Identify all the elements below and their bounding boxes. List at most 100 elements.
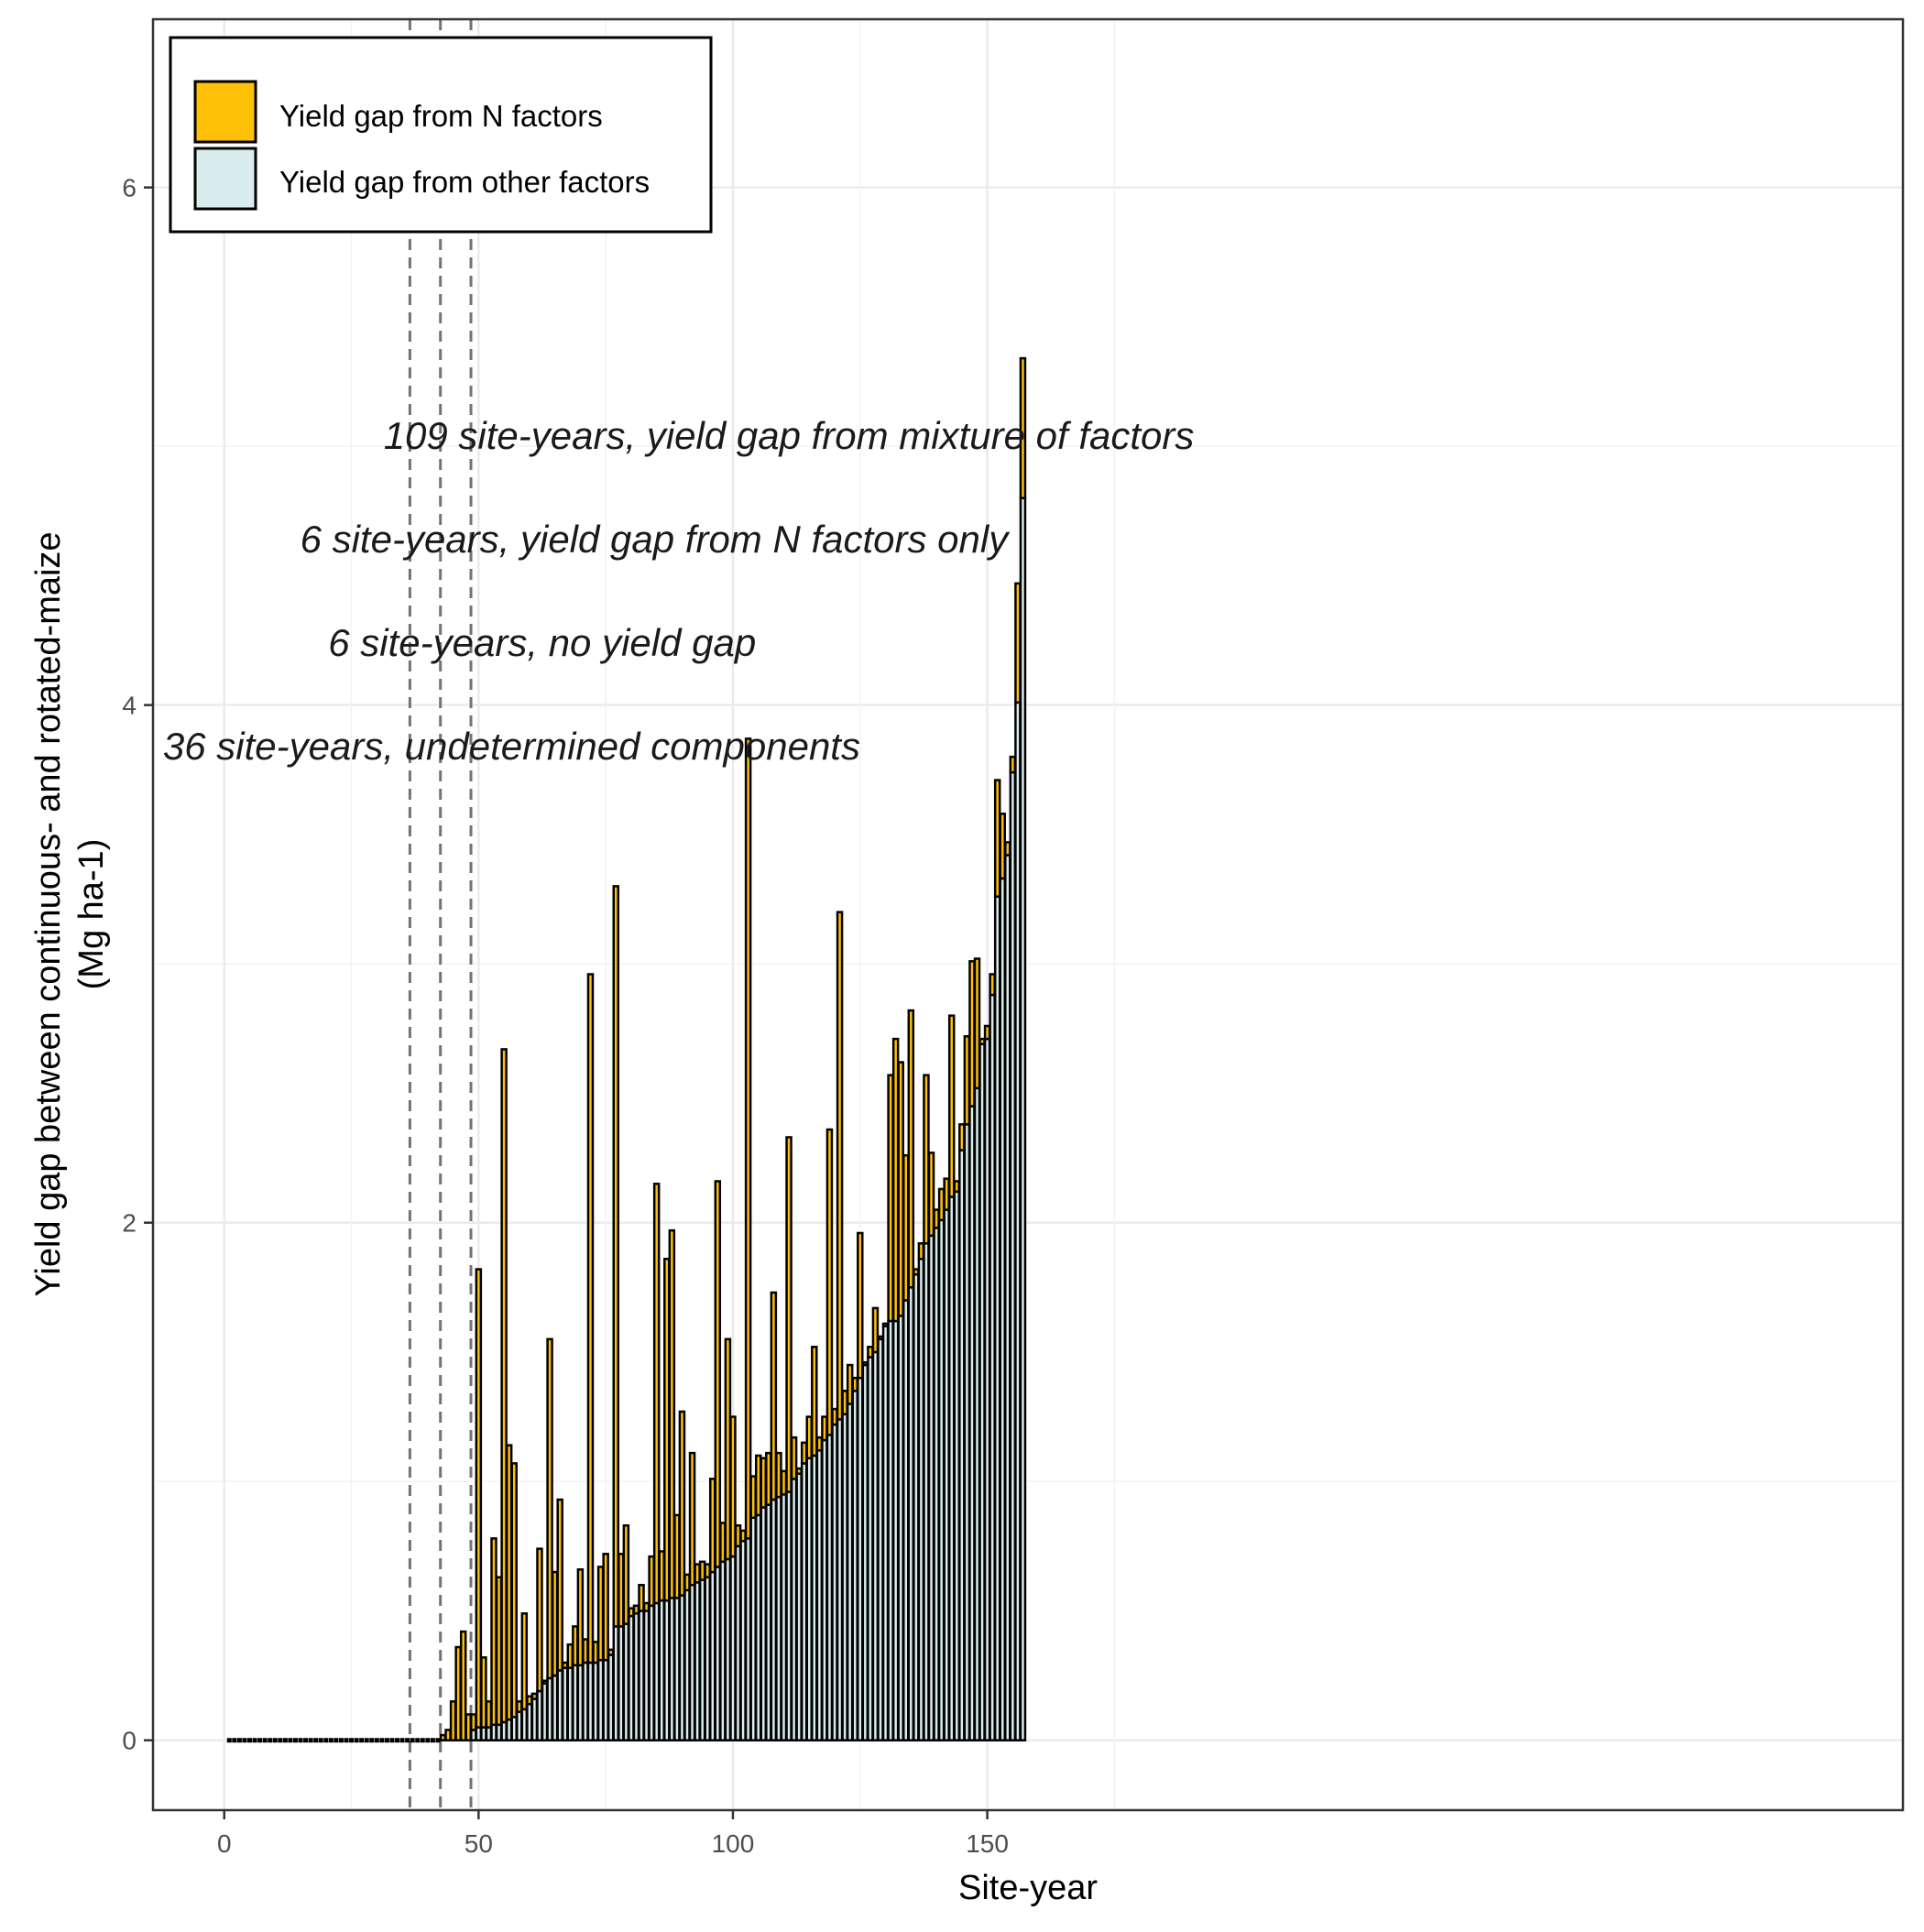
bar-n-factors xyxy=(902,1153,910,1302)
bar-n-factors xyxy=(586,973,595,1665)
bar-other-factors xyxy=(698,1578,706,1741)
bar-other-factors xyxy=(857,1376,864,1741)
bar-n-factors xyxy=(744,737,752,1540)
bar-other-factors xyxy=(983,1037,991,1741)
bar-other-factors xyxy=(775,1495,782,1741)
bar-n-factors xyxy=(480,1656,487,1729)
bar-n-factors xyxy=(602,1553,609,1662)
bar-n-factors xyxy=(993,779,1001,898)
bar-other-factors xyxy=(618,1625,625,1741)
bar-n-factors xyxy=(958,1123,966,1152)
bar-other-factors xyxy=(734,1545,742,1741)
bar-other-factors xyxy=(520,1708,529,1741)
bar-other-factors xyxy=(566,1666,574,1741)
bar-n-factors xyxy=(642,1601,650,1612)
bar-n-factors xyxy=(836,911,844,1421)
bar-other-factors xyxy=(933,1227,940,1741)
bar-other-factors xyxy=(652,1601,661,1741)
bar-n-factors xyxy=(913,1268,920,1276)
bar-n-factors xyxy=(825,1128,834,1436)
x-tick-label: 0 xyxy=(217,1829,232,1858)
bar-n-factors xyxy=(739,1529,747,1543)
bar-n-factors xyxy=(628,1607,635,1618)
bar-n-factors xyxy=(638,1583,645,1612)
bar-n-factors xyxy=(648,1555,655,1608)
bar-n-factors xyxy=(663,1257,671,1602)
bar-other-factors xyxy=(485,1726,493,1741)
bar-n-factors xyxy=(485,1700,493,1729)
bar-other-factors xyxy=(602,1658,609,1741)
bar-other-factors xyxy=(470,1729,477,1741)
bar-other-factors xyxy=(805,1457,813,1741)
bar-n-factors xyxy=(698,1560,706,1581)
bar-n-factors xyxy=(881,1322,890,1327)
bar-other-factors xyxy=(572,1664,579,1741)
bar-other-factors xyxy=(530,1697,539,1741)
bar-other-factors xyxy=(495,1723,503,1741)
bar-other-factors xyxy=(897,1315,904,1741)
bar-other-factors xyxy=(765,1503,772,1741)
bar-other-factors xyxy=(993,895,1001,1741)
bar-other-factors xyxy=(780,1493,788,1741)
bar-n-factors xyxy=(841,1390,848,1416)
bar-n-factors xyxy=(526,1695,533,1706)
bar-n-factors xyxy=(470,1713,477,1731)
bar-other-factors xyxy=(1014,701,1022,1741)
legend-box xyxy=(169,36,713,234)
bar-other-factors xyxy=(622,1622,630,1741)
section-dividers xyxy=(408,19,473,1810)
bar-other-factors xyxy=(586,1661,595,1741)
bar-n-factors xyxy=(937,1187,946,1222)
bar-n-factors xyxy=(907,1009,915,1289)
bar-other-factors xyxy=(704,1576,711,1741)
bar-other-factors xyxy=(917,1257,925,1741)
bar-n-factors xyxy=(933,1208,940,1229)
bar-other-factors xyxy=(963,1123,971,1741)
bar-n-factors xyxy=(551,1570,559,1677)
bar-other-factors xyxy=(795,1472,803,1741)
bar-n-factors xyxy=(490,1537,497,1727)
bar-n-factors xyxy=(963,1035,971,1126)
axis-ticks: 0 50 100 150 0 2 4 6 xyxy=(122,174,1009,1858)
y-axis-unit: (Mg ha-1) xyxy=(72,839,111,990)
y-tick-label: 4 xyxy=(122,692,137,720)
bar-n-factors xyxy=(632,1604,640,1615)
bar-other-factors xyxy=(989,993,996,1741)
bar-other-factors xyxy=(1019,497,1027,1741)
bar-n-factors xyxy=(576,1568,585,1667)
bar-other-factors xyxy=(841,1413,848,1741)
bar-other-factors xyxy=(927,1234,935,1741)
bar-n-factors xyxy=(805,1415,813,1460)
bar-other-factors xyxy=(500,1720,508,1741)
bar-n-factors xyxy=(811,1346,818,1457)
bar-other-factors xyxy=(490,1723,497,1741)
bar-n-factors xyxy=(1004,841,1011,857)
bar-n-factors xyxy=(749,1475,757,1520)
bar-n-factors xyxy=(709,1478,716,1574)
bar-n-factors xyxy=(688,1451,696,1587)
bar-other-factors xyxy=(668,1597,676,1741)
bar-n-factors xyxy=(516,1700,523,1713)
bar-other-factors xyxy=(709,1570,716,1741)
bar-other-factors xyxy=(760,1506,768,1741)
bar-other-factors xyxy=(612,1625,620,1741)
bar-other-factors xyxy=(505,1718,513,1741)
bar-n-factors xyxy=(678,1410,686,1597)
bar-n-factors xyxy=(978,1037,986,1046)
bar-other-factors xyxy=(825,1434,834,1741)
bar-n-factors xyxy=(561,1661,569,1669)
bar-other-factors xyxy=(902,1299,910,1741)
bar-other-factors xyxy=(811,1454,818,1741)
bar-n-factors xyxy=(546,1337,553,1680)
bar-n-factors xyxy=(500,1048,508,1724)
bar-other-factors xyxy=(999,877,1006,1741)
x-tick-label: 50 xyxy=(465,1829,493,1858)
bar-other-factors xyxy=(658,1599,665,1741)
bar-n-factors xyxy=(989,973,996,997)
bar-other-factors xyxy=(785,1490,793,1741)
bar-n-factors xyxy=(795,1467,803,1475)
bar-other-factors xyxy=(724,1557,732,1741)
bar-other-factors xyxy=(836,1418,844,1741)
bar-other-factors xyxy=(561,1666,569,1741)
